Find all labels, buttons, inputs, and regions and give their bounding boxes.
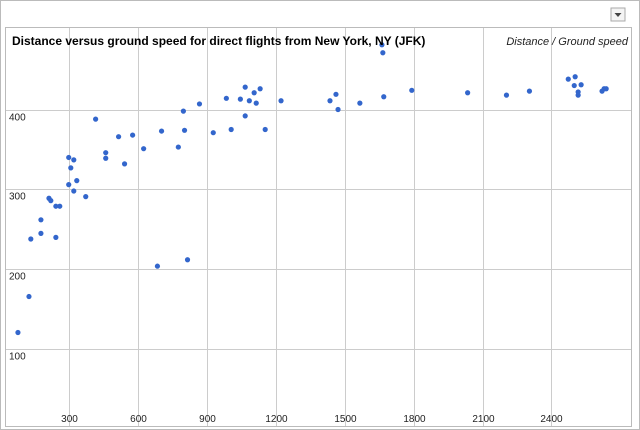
point	[181, 127, 188, 133]
point	[48, 198, 54, 204]
point	[571, 82, 577, 89]
point	[175, 144, 181, 150]
point	[262, 126, 268, 133]
point	[184, 257, 191, 263]
y-tick-label: 400	[9, 113, 26, 124]
y-tick-label: 300	[9, 192, 26, 203]
plot-area	[5, 27, 632, 427]
point	[246, 98, 252, 104]
point	[578, 82, 584, 88]
point	[15, 329, 21, 336]
point	[93, 116, 99, 122]
point	[158, 128, 165, 134]
point	[242, 84, 248, 90]
chart-title: Distance versus ground speed for direct …	[12, 34, 425, 48]
point	[380, 50, 386, 56]
point	[357, 100, 363, 106]
point	[38, 230, 44, 236]
point	[71, 157, 77, 163]
legend-label: Distance / Ground speed	[506, 36, 629, 48]
point	[465, 90, 471, 96]
point	[115, 134, 122, 140]
point	[154, 263, 161, 269]
points	[15, 42, 609, 336]
y-tick-label: 200	[9, 272, 26, 283]
x-tick-label: 300	[61, 414, 78, 425]
point	[228, 126, 234, 133]
point	[66, 154, 72, 161]
y-tick-label: 100	[9, 352, 26, 363]
point	[381, 94, 387, 100]
point	[278, 98, 284, 104]
point	[503, 92, 510, 98]
point	[257, 86, 263, 92]
point	[526, 88, 533, 94]
point	[103, 155, 109, 161]
x-tick-label: 900	[199, 414, 216, 425]
point	[71, 188, 77, 194]
grid: 100 200 300 400 300 600 900 1200 1500 1800 2100 240…	[6, 28, 631, 426]
x-tick-label: 1800	[403, 414, 426, 425]
point	[74, 178, 80, 184]
point	[379, 42, 385, 48]
point	[180, 108, 186, 114]
x-tick-label: 600	[130, 414, 147, 425]
point	[335, 106, 341, 113]
point	[53, 234, 59, 240]
x-tick-label: 1200	[265, 414, 288, 425]
point	[38, 217, 44, 223]
point	[28, 236, 34, 242]
point	[565, 76, 571, 82]
point	[53, 203, 59, 209]
point	[66, 182, 72, 188]
point	[327, 98, 333, 104]
point	[409, 87, 415, 93]
point	[575, 92, 581, 98]
point	[603, 86, 609, 92]
point	[572, 74, 578, 80]
point	[223, 95, 229, 101]
point	[103, 150, 109, 156]
point	[333, 91, 339, 97]
point	[68, 165, 74, 171]
point	[57, 203, 63, 209]
point	[253, 100, 259, 106]
point	[26, 293, 32, 300]
x-tick-label: 2100	[472, 414, 495, 425]
point	[130, 132, 136, 138]
point	[242, 113, 248, 119]
point	[83, 194, 89, 200]
point	[121, 161, 128, 167]
point	[237, 96, 243, 102]
menu-arrow	[614, 13, 622, 17]
point	[141, 146, 147, 152]
point	[196, 101, 203, 107]
x-tick-label: 1500	[334, 414, 357, 425]
point	[210, 130, 216, 136]
x-tick-label: 2400	[540, 414, 563, 425]
point	[251, 90, 257, 96]
